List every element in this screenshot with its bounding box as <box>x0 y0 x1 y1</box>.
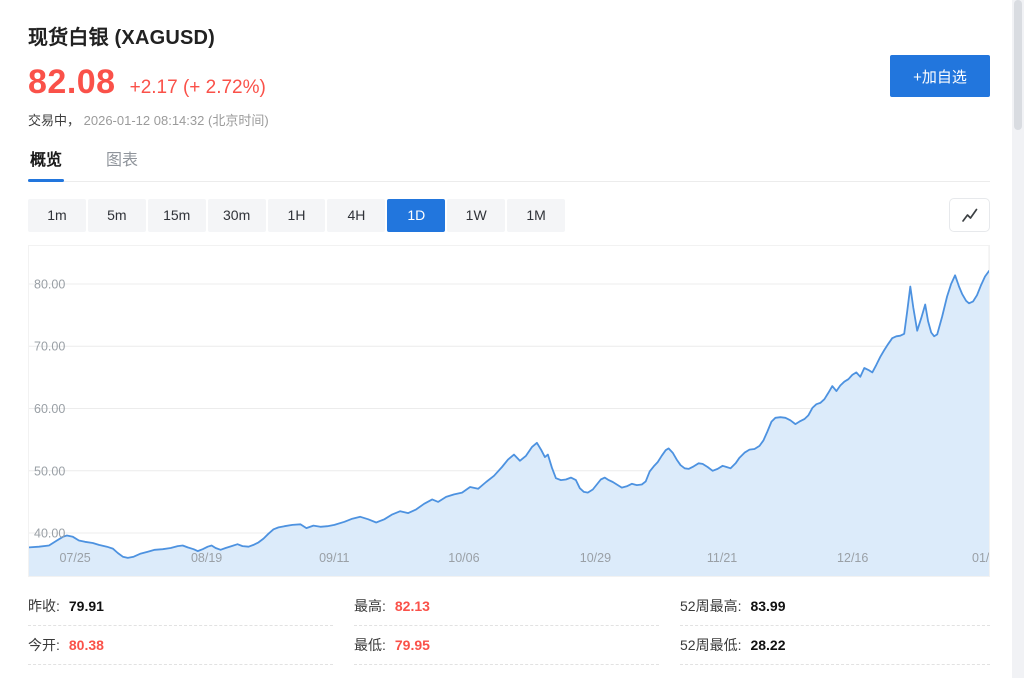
current-price: 82.08 <box>28 63 116 101</box>
stat-label: 昨收: <box>28 598 60 614</box>
timeframe-toolbar: 1m 5m 15m 30m 1H 4H 1D 1W 1M <box>28 198 990 232</box>
scrollbar-track[interactable] <box>1012 0 1024 678</box>
price-area <box>29 271 989 576</box>
timeframe-button-1d[interactable]: 1D <box>387 198 446 232</box>
price-line <box>29 270 989 559</box>
stat-value: 28.22 <box>750 637 786 653</box>
tab-overview[interactable]: 概览 <box>28 146 65 182</box>
stat-cell: 最高: 82.13 <box>354 587 659 626</box>
x-axis-label: 07/25 <box>59 551 90 565</box>
x-axis-label: 08/19 <box>191 551 222 565</box>
y-axis-label: 50.00 <box>34 464 65 478</box>
timeframe-group: 1m 5m 15m 30m 1H 4H 1D 1W 1M <box>28 198 566 232</box>
market-status-row: 交易中， 2026-01-12 08:14:32 (北京时间) <box>28 110 990 129</box>
stat-value: 79.95 <box>394 637 430 653</box>
timeframe-button-4h[interactable]: 4H <box>327 198 386 232</box>
stat-cell: 52周最低: 28.22 <box>680 626 990 665</box>
stat-label: 最低: <box>354 637 386 653</box>
line-chart-icon <box>961 208 977 222</box>
y-axis-label: 80.00 <box>34 278 65 292</box>
stat-cell: 今开: 80.38 <box>28 626 333 665</box>
timeframe-button-15m[interactable]: 15m <box>147 198 206 232</box>
timeframe-button-1h[interactable]: 1H <box>267 198 326 232</box>
instrument-title: 现货白银 (XAGUSD) <box>28 27 216 49</box>
chart-style-button[interactable] <box>949 198 990 232</box>
stat-label: 最高: <box>354 598 386 614</box>
timezone-note: (北京时间) <box>207 113 269 128</box>
add-watchlist-button[interactable]: +加自选 <box>890 55 990 97</box>
timeframe-button-5m[interactable]: 5m <box>87 198 146 232</box>
quote-stats: 昨收: 79.91 最高: 82.13 52周最高: 83.99 今开: 80.38 最低: 79… <box>28 587 990 665</box>
y-axis-label: 70.00 <box>34 340 65 354</box>
timeframe-button-1m[interactable]: 1m <box>28 198 86 232</box>
stat-label: 52周最低: <box>680 637 742 653</box>
stat-label: 52周最高: <box>680 598 742 614</box>
price-chart[interactable]: 40.00 50.00 60.00 70.00 80.00 07/25 08/19 09/11… <box>28 245 990 577</box>
scrollbar-thumb[interactable] <box>1014 0 1022 130</box>
price-row: 82.08 +2.17 (+ 2.72%) <box>28 63 990 102</box>
stat-value: 82.13 <box>394 598 430 614</box>
tab-bar: 概览 图表 <box>28 146 990 182</box>
tab-chart[interactable]: 图表 <box>106 152 139 169</box>
timeframe-button-30m[interactable]: 30m <box>207 198 266 232</box>
stat-value: 80.38 <box>68 637 104 653</box>
y-axis-label: 60.00 <box>34 402 65 416</box>
timeframe-button-1w[interactable]: 1W <box>447 198 506 232</box>
x-axis-label: 11/21 <box>707 551 737 565</box>
stat-cell: 昨收: 79.91 <box>28 587 333 626</box>
quote-timestamp: 2026-01-12 08:14:32 <box>83 113 205 128</box>
price-change: +2.17 (+ 2.72%) <box>129 77 266 98</box>
trading-status: 交易中， <box>28 113 81 128</box>
x-axis-label: 01/1 <box>972 551 990 565</box>
stat-value: 83.99 <box>750 598 786 614</box>
area-chart-canvas[interactable]: 40.00 50.00 60.00 70.00 80.00 07/25 08/19 09/11… <box>29 246 990 576</box>
timeframe-button-1m[interactable]: 1M <box>507 198 566 232</box>
stat-cell: 最低: 79.95 <box>354 626 659 665</box>
y-axis-label: 40.00 <box>34 527 65 541</box>
stat-cell: 52周最高: 83.99 <box>680 587 990 626</box>
x-axis-label: 10/29 <box>580 551 611 565</box>
stat-label: 今开: <box>28 637 60 653</box>
stat-value: 79.91 <box>68 598 104 614</box>
x-axis-label: 10/06 <box>448 551 479 565</box>
x-axis-label: 12/16 <box>837 551 868 565</box>
x-axis-label: 09/11 <box>319 551 349 565</box>
